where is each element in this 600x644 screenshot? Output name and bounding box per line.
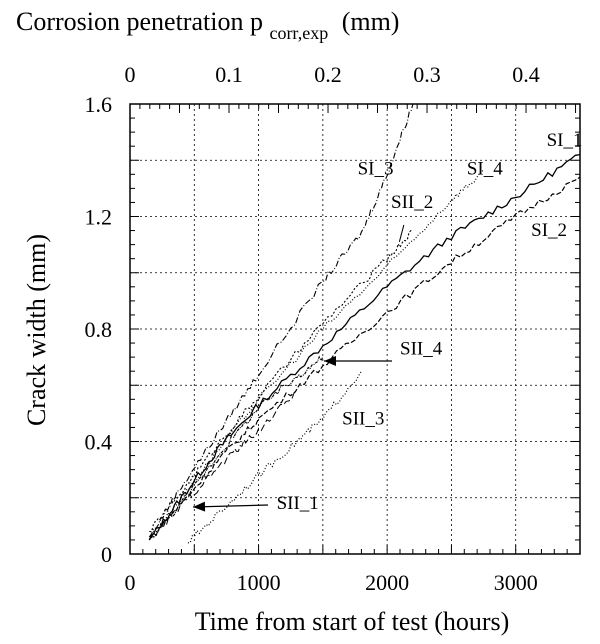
annotations-layer: SI_1 SI_2 SI_3 SI_4 SII_2 SII_4 SII_3 SII_1: [192, 130, 583, 514]
top-axis-label-unit: (mm): [342, 7, 400, 36]
top-tick-label: 0.3: [413, 62, 441, 87]
x-tick-label: 1000: [237, 570, 281, 595]
y-axis-label: Crack width (mm): [22, 234, 51, 426]
annotation-sii_3: SII_3: [342, 409, 384, 430]
top-tick-label: 0.4: [512, 62, 540, 87]
series-line-si_3: [148, 103, 414, 538]
arrow-sii-1-line: [192, 504, 269, 508]
arrow-sii-1-head: [193, 501, 206, 512]
top-axis-label: Corrosion penetration p corr,exp (mm): [16, 7, 399, 45]
series-line-sii_4: [148, 355, 324, 541]
top-tick-label: 0.2: [314, 62, 342, 87]
leader-sii-2: [398, 224, 405, 242]
x-tick-label: 2000: [365, 570, 409, 595]
annotation-si_1: SI_1: [547, 130, 583, 151]
y-tick-label: 1.2: [85, 205, 113, 230]
annotation-si_4: SI_4: [467, 158, 503, 179]
top-tick-label: 0: [125, 62, 136, 87]
annotation-si_3: SI_3: [358, 158, 394, 179]
series-layer: [148, 103, 581, 544]
series-line-sii_3: [161, 390, 298, 527]
top-axis-label-subscript: corr,exp: [269, 23, 328, 43]
y-tick-label: 0: [101, 542, 112, 567]
annotation-sii_1: SII_1: [277, 493, 319, 514]
series-line-si_2: [148, 176, 581, 541]
gridlines: [130, 104, 580, 554]
y-tick-label: 0.4: [85, 430, 113, 455]
series-line-sii_2: [149, 230, 413, 533]
x-axis-label: Time from start of test (hours): [195, 607, 510, 636]
ticks-layer: 0 1000 2000 3000 0 0.4 0.8 1.2 1.6 0 0.1 0.2 0.3 0.4: [85, 62, 581, 595]
y-tick-label: 1.6: [85, 92, 113, 117]
x-tick-label: 3000: [494, 570, 538, 595]
annotation-sii_4: SII_4: [400, 338, 443, 359]
top-axis-label-main: Corrosion penetration p: [16, 7, 263, 36]
annotation-sii_2: SII_2: [391, 192, 433, 213]
series-line-si_1: [148, 153, 581, 541]
top-tick-label: 0.1: [215, 62, 243, 87]
x-tick-label: 0: [125, 570, 136, 595]
y-tick-label: 0.8: [85, 317, 113, 342]
series-line-si_4: [148, 169, 484, 541]
annotation-si_2: SI_2: [531, 220, 567, 241]
arrow-sii-4-head: [324, 356, 336, 366]
